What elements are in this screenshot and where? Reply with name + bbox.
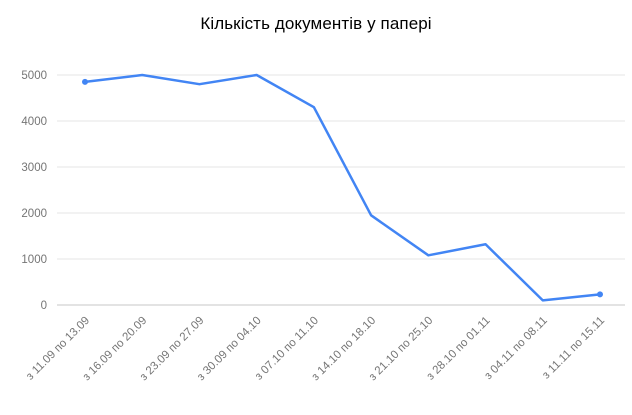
y-tick-label: 0 [41,300,47,312]
chart-title: Кількість документів у папері [200,14,432,33]
y-tick-label: 3000 [21,162,47,174]
data-point [597,291,603,298]
x-tick-label: з 04.11 по 08.11 [482,315,549,382]
data-point [82,78,88,85]
y-tick-label: 5000 [21,70,47,82]
y-tick-label: 1000 [21,254,47,266]
data-line [83,73,602,302]
y-tick-label: 4000 [21,116,47,128]
x-tick-label: з 11.11 по 15.11 [540,315,607,382]
y-tick-label: 2000 [21,208,47,220]
